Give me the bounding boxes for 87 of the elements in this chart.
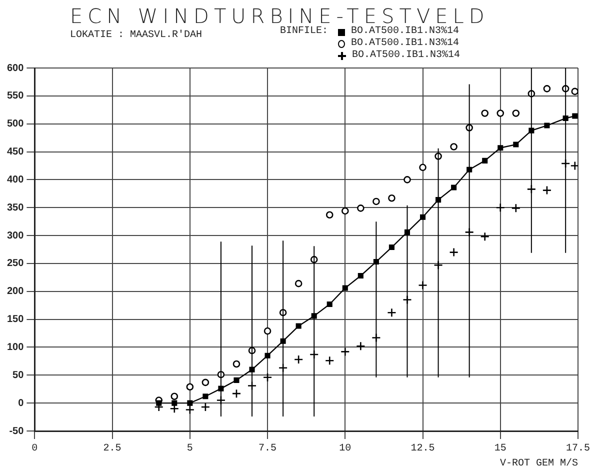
point xyxy=(342,285,348,291)
point xyxy=(420,214,426,220)
point xyxy=(170,392,178,400)
legend-label: BO.AT500.IB1.N3%14 xyxy=(351,26,460,38)
y-tick-label: 600 xyxy=(6,62,24,74)
point xyxy=(249,366,255,372)
x-tick-label: 17.5 xyxy=(566,444,590,455)
point xyxy=(358,272,364,279)
point xyxy=(156,400,162,406)
point xyxy=(342,207,349,215)
point xyxy=(387,308,396,318)
y-tick-label: 550 xyxy=(6,90,24,102)
y-tick-label: 350 xyxy=(6,202,24,214)
point xyxy=(482,158,488,164)
point xyxy=(544,122,550,128)
point xyxy=(498,145,504,151)
x-tick-label: 2.5 xyxy=(103,444,122,455)
point xyxy=(170,404,180,414)
point xyxy=(357,204,364,212)
point xyxy=(480,232,490,242)
point xyxy=(451,184,457,190)
x-tick-label: 0 xyxy=(32,444,38,455)
point xyxy=(512,110,520,117)
x-tick-label: 5 xyxy=(186,444,193,455)
point xyxy=(402,295,412,304)
x-tick-label: 12.5 xyxy=(410,444,435,455)
point xyxy=(496,110,504,117)
point xyxy=(356,341,366,351)
legend-label: BO.AT500.IB1.N3%14 xyxy=(352,50,460,62)
point xyxy=(185,405,195,414)
legend-title: BINFILE: xyxy=(280,26,328,39)
point xyxy=(187,400,193,406)
point xyxy=(388,244,394,250)
point xyxy=(234,377,240,383)
point xyxy=(326,301,332,307)
y-tick-label: 300 xyxy=(6,230,24,242)
point xyxy=(296,323,302,329)
y-tick-label: -50 xyxy=(9,426,24,437)
point xyxy=(294,280,302,288)
point xyxy=(324,356,334,366)
y-tick-label: 450 xyxy=(6,146,24,158)
point xyxy=(172,400,178,406)
point xyxy=(262,372,272,382)
point xyxy=(326,211,334,219)
point xyxy=(372,333,381,342)
legend-label: BO.AT500.IB1.N3%14 xyxy=(351,38,460,50)
point xyxy=(200,402,210,412)
point xyxy=(232,388,242,398)
point xyxy=(543,85,551,92)
point xyxy=(202,378,210,386)
point xyxy=(232,360,240,368)
x-axis-title: V-ROT GEM M/S xyxy=(500,458,578,470)
point xyxy=(419,164,426,172)
point xyxy=(202,394,208,400)
point xyxy=(186,383,194,391)
point xyxy=(542,186,552,195)
point xyxy=(294,354,304,364)
point xyxy=(464,228,474,237)
point xyxy=(496,202,506,212)
point xyxy=(511,204,521,213)
point xyxy=(388,194,396,202)
point xyxy=(264,352,270,358)
y-tick-label: 150 xyxy=(6,314,24,326)
point xyxy=(309,350,319,360)
y-tick-label: 400 xyxy=(6,174,24,186)
x-tick-label: 7.5 xyxy=(258,444,277,455)
point xyxy=(404,176,411,184)
y-tick-label: 500 xyxy=(6,118,24,130)
x-tick-label: 15 xyxy=(494,444,506,455)
point xyxy=(481,110,489,117)
point xyxy=(372,198,380,206)
point xyxy=(434,260,443,270)
point xyxy=(513,142,519,148)
point xyxy=(418,280,428,290)
y-tick-label: 200 xyxy=(6,286,24,298)
y-tick-label: 50 xyxy=(12,370,24,381)
y-tick-label: 250 xyxy=(6,258,24,270)
y-tick-label: 0 xyxy=(18,398,24,409)
point xyxy=(264,327,272,335)
point xyxy=(572,113,578,119)
point xyxy=(340,347,350,356)
text: LOKATIE : MAASVL.R'DAH xyxy=(70,30,202,41)
point xyxy=(450,143,458,150)
point xyxy=(449,248,458,257)
x-tick-label: 10 xyxy=(339,444,352,455)
point xyxy=(571,88,578,96)
y-tick-label: 100 xyxy=(6,342,24,353)
